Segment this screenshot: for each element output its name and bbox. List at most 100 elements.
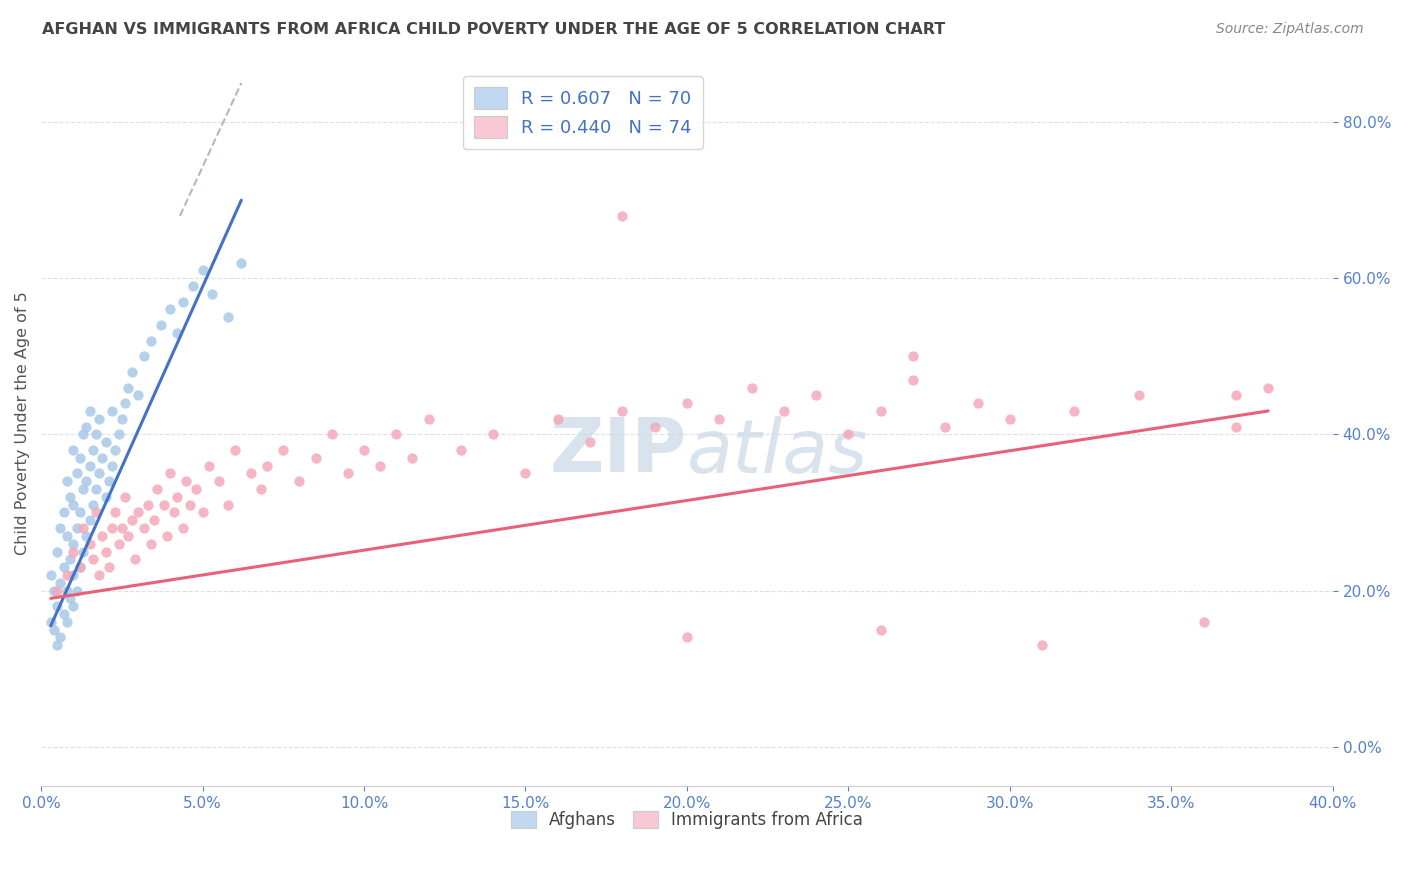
Point [52,560,75,574]
Point [84,427,107,442]
Point [46,599,69,614]
Point [89,568,111,582]
Point [82,552,104,566]
Point [134,349,156,363]
Point [79,404,101,418]
Point [84,506,107,520]
Point [72,427,94,442]
Point [91,450,114,465]
Point [107,427,129,442]
Point [91,529,114,543]
Point [39,568,62,582]
Point [134,521,156,535]
Point [146,482,169,496]
Point [612,209,634,223]
Point [56,529,79,543]
Point [97,475,120,489]
Point [198,458,221,473]
Point [66,521,89,535]
Point [75,419,97,434]
Point [676,631,699,645]
Point [166,490,188,504]
Point [59,591,82,606]
Point [139,334,162,348]
Point [772,404,794,418]
Point [104,506,127,520]
Point [39,615,62,629]
Point [72,521,94,535]
Point [69,506,91,520]
Point [159,467,181,481]
Point [82,498,104,512]
Point [139,537,162,551]
Point [249,482,271,496]
Point [224,443,246,458]
Point [966,396,988,410]
Point [143,513,166,527]
Point [101,404,124,418]
Point [69,560,91,574]
Point [612,404,634,418]
Point [101,521,124,535]
Point [934,419,956,434]
Point [62,568,84,582]
Point [321,427,343,442]
Point [114,396,136,410]
Point [75,529,97,543]
Point [75,475,97,489]
Point [94,435,117,450]
Point [998,411,1021,425]
Point [256,458,278,473]
Point [336,467,359,481]
Point [901,349,924,363]
Point [231,255,253,269]
Point [304,450,326,465]
Point [179,498,201,512]
Point [741,380,763,394]
Point [117,529,139,543]
Point [804,388,827,402]
Point [869,404,891,418]
Text: atlas: atlas [688,416,869,488]
Text: Source: ZipAtlas.com: Source: ZipAtlas.com [1216,22,1364,37]
Point [121,365,143,379]
Point [418,411,440,425]
Text: ZIP: ZIP [550,416,688,488]
Point [62,537,84,551]
Point [1192,615,1215,629]
Point [676,396,699,410]
Point [97,560,120,574]
Point [515,467,537,481]
Point [62,544,84,558]
Point [79,458,101,473]
Point [191,506,214,520]
Text: AFGHAN VS IMMIGRANTS FROM AFRICA CHILD POVERTY UNDER THE AGE OF 5 CORRELATION CH: AFGHAN VS IMMIGRANTS FROM AFRICA CHILD P… [42,22,945,37]
Point [901,373,924,387]
Point [1225,388,1247,402]
Point [79,537,101,551]
Point [156,529,179,543]
Point [127,506,149,520]
Point [66,583,89,598]
Point [149,318,172,332]
Point [82,443,104,458]
Point [46,583,69,598]
Point [136,498,159,512]
Point [401,450,423,465]
Point [72,544,94,558]
Point [111,411,134,425]
Point [709,411,731,425]
Point [56,475,79,489]
Point [240,467,263,481]
Point [579,435,602,450]
Legend: Afghans, Immigrants from Africa: Afghans, Immigrants from Africa [505,804,870,836]
Point [49,521,72,535]
Point [107,537,129,551]
Point [56,583,79,598]
Point [172,294,194,309]
Point [62,443,84,458]
Point [69,450,91,465]
Point [176,475,198,489]
Point [69,560,91,574]
Point [127,388,149,402]
